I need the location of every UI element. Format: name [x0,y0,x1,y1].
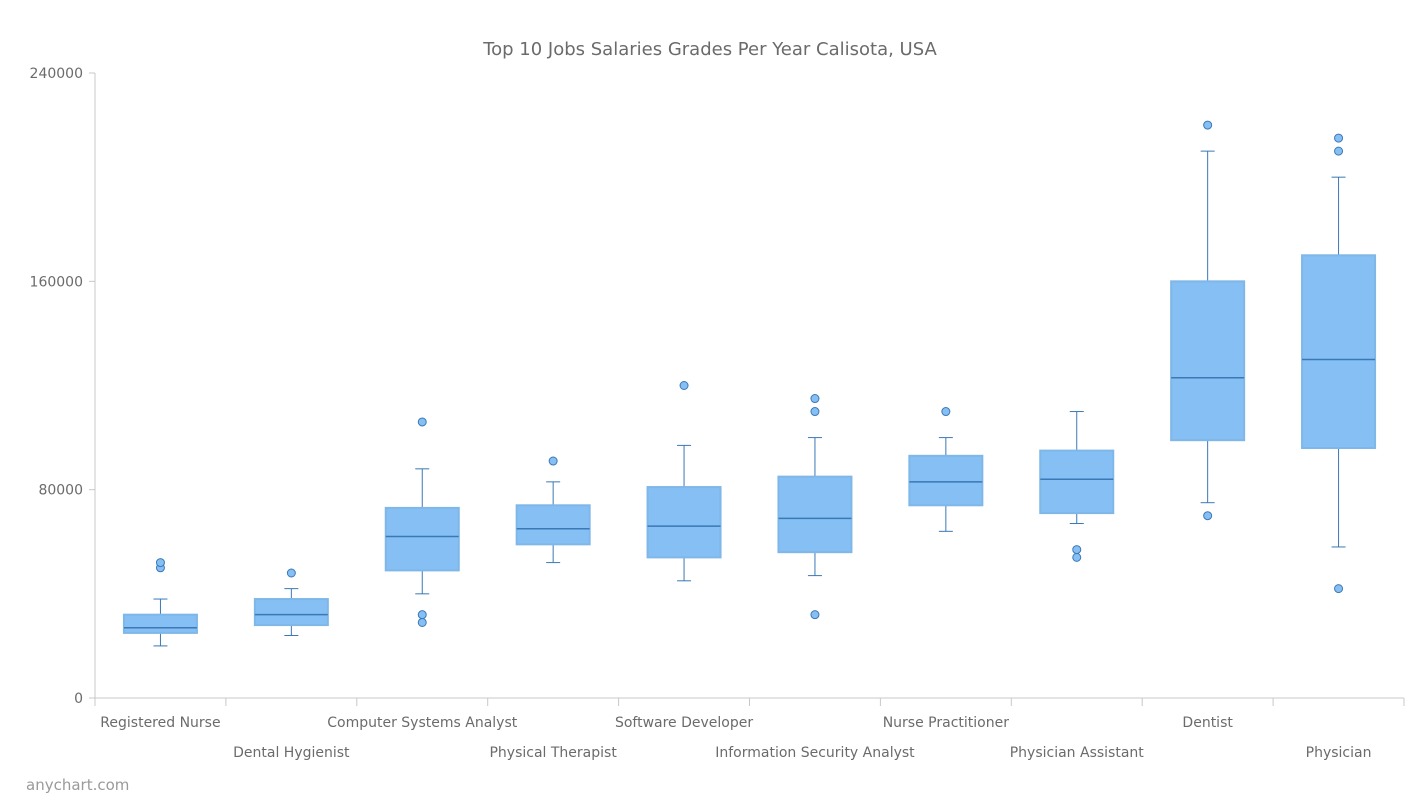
y-tick-label: 80000 [38,483,83,499]
box-item [646,381,722,582]
box-rect [253,598,329,627]
outlier-point [417,417,427,427]
x-category-label: Physician Assistant [1010,745,1145,761]
box-rect [1039,449,1115,515]
outlier-point [1203,120,1213,130]
box-item [384,417,460,627]
box-item [515,456,591,564]
y-tick-label: 0 [74,691,83,707]
outlier-point [1072,545,1082,555]
box-rect [777,475,853,554]
x-category-label: Nurse Practitioner [883,715,1009,731]
outlier-point [417,617,427,627]
x-category-label: Software Developer [615,715,753,731]
outlier-point [679,381,689,390]
outlier-point [286,568,296,578]
box-rect [515,504,591,546]
outlier-point [1203,511,1213,521]
x-category-label: Dentist [1182,715,1233,731]
outlier-point [810,610,820,620]
box-rect [646,486,722,559]
y-tick-label: 240000 [30,66,83,82]
outlier-point [810,394,820,404]
boxes-group [122,120,1377,647]
x-axis: Registered Nurse Dental Hygienist Computer… [94,697,1405,761]
box-item [1170,120,1246,521]
credit-link[interactable]: anychart.com [26,776,130,794]
x-category-label: Physician [1306,745,1372,761]
box-item [908,407,984,532]
outlier-point [417,610,427,620]
outlier-point [1334,133,1344,143]
chart-title: Top 10 Jobs Salaries Grades Per Year Cal… [482,39,937,60]
outlier-point [548,456,558,466]
box-rect [122,613,198,634]
box-item [1301,133,1377,594]
y-axis: 0 80000 160000 240000 [30,66,96,707]
outlier-point [1334,584,1344,594]
box-rect [908,454,984,507]
box-item [122,558,198,647]
outlier-point [155,558,165,568]
box-rect [384,506,460,572]
box-item [1039,411,1115,562]
x-category-label: Physical Therapist [489,745,617,761]
x-category-label: Registered Nurse [100,715,220,731]
box-item [777,394,853,620]
box-rect [1301,254,1377,449]
y-tick-label: 160000 [30,274,83,290]
outlier-point [1072,552,1082,562]
outlier-point [810,407,820,417]
outlier-point [1334,146,1344,156]
outlier-point [941,407,951,417]
box-item [253,568,329,636]
x-category-label: Dental Hygienist [233,745,350,761]
x-category-label: Information Security Analyst [715,745,915,761]
box-rect [1170,280,1246,442]
x-category-label: Computer Systems Analyst [327,715,517,731]
